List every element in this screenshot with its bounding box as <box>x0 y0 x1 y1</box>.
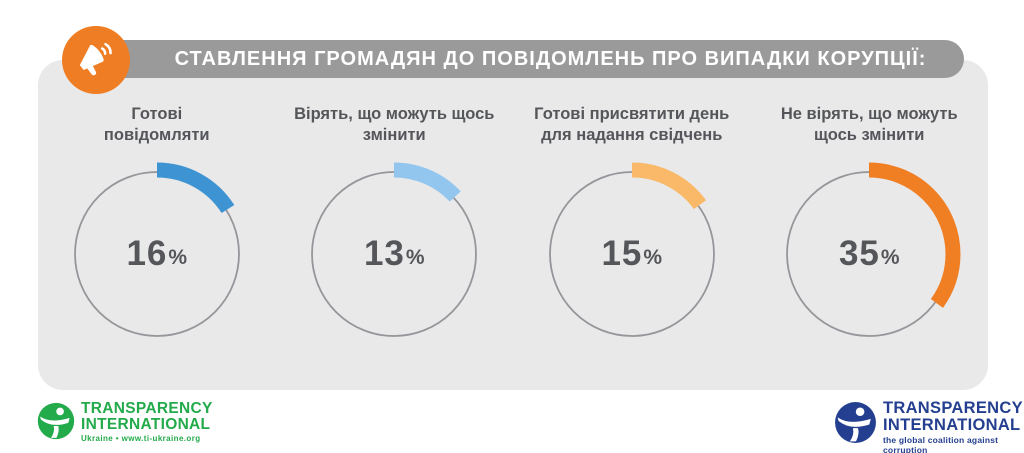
chart-ready-to-report: Готові повідомляти 16% <box>38 104 276 348</box>
donut-ring <box>302 162 486 346</box>
logo-tagline: Ukraine • www.ti-ukraine.org <box>81 434 201 443</box>
logo-line1: TRANSPARENCY <box>81 400 213 417</box>
donut-chart: 13% <box>300 160 488 348</box>
megaphone-icon <box>79 42 112 76</box>
ti-ukraine-logo: TRANSPARENCY INTERNATIONAL Ukraine • www… <box>36 401 213 443</box>
percent-value: 16% <box>126 234 188 273</box>
chart-label: Готові повідомляти <box>103 105 210 144</box>
donut-chart: 16% <box>63 160 251 348</box>
title-bar: СТАВЛЕННЯ ГРОМАДЯН ДО ПОВІДОМЛЕНЬ ПРО ВИ… <box>103 40 964 78</box>
chart-dont-believe: Не вірять, що можуть щось змінити 35% <box>751 104 989 348</box>
donut-chart: 15% <box>538 160 726 348</box>
logo-tagline: the global coalition against corruption <box>883 435 999 453</box>
megaphone-badge <box>62 26 130 94</box>
percent-value: 15% <box>601 234 663 273</box>
donut-ring <box>540 162 724 346</box>
donut-ring <box>65 162 249 346</box>
chart-ready-to-testify: Готові присвятити день для надання свідч… <box>513 104 751 348</box>
logo-line1: TRANSPARENCY <box>883 399 1023 417</box>
donut-ring <box>777 162 961 346</box>
ti-ukraine-globe-icon <box>37 402 75 440</box>
percent-value: 35% <box>838 234 900 273</box>
donut-chart: 35% <box>775 160 963 348</box>
chart-label: Не вірять, що можуть щось змінити <box>780 105 958 144</box>
chart-label: Вірять, що можуть щось змінити <box>294 105 495 144</box>
percent-value: 13% <box>363 234 425 273</box>
logo-line2: INTERNATIONAL <box>883 415 1021 434</box>
page-title: СТАВЛЕННЯ ГРОМАДЯН ДО ПОВІДОМЛЕНЬ ПРО ВИ… <box>174 47 927 70</box>
content-panel <box>38 60 988 390</box>
chart-label: Готові присвятити день для надання свідч… <box>534 105 730 144</box>
logo-line2: INTERNATIONAL <box>81 415 211 433</box>
donut-charts-row: Готові повідомляти 16% Вірять, що можуть… <box>38 104 988 348</box>
ti-global-logo: TRANSPARENCY INTERNATIONAL the global co… <box>833 400 1024 453</box>
ti-global-globe-icon <box>835 402 876 443</box>
chart-believe-can-change: Вірять, що можуть щось змінити 13% <box>276 104 514 348</box>
